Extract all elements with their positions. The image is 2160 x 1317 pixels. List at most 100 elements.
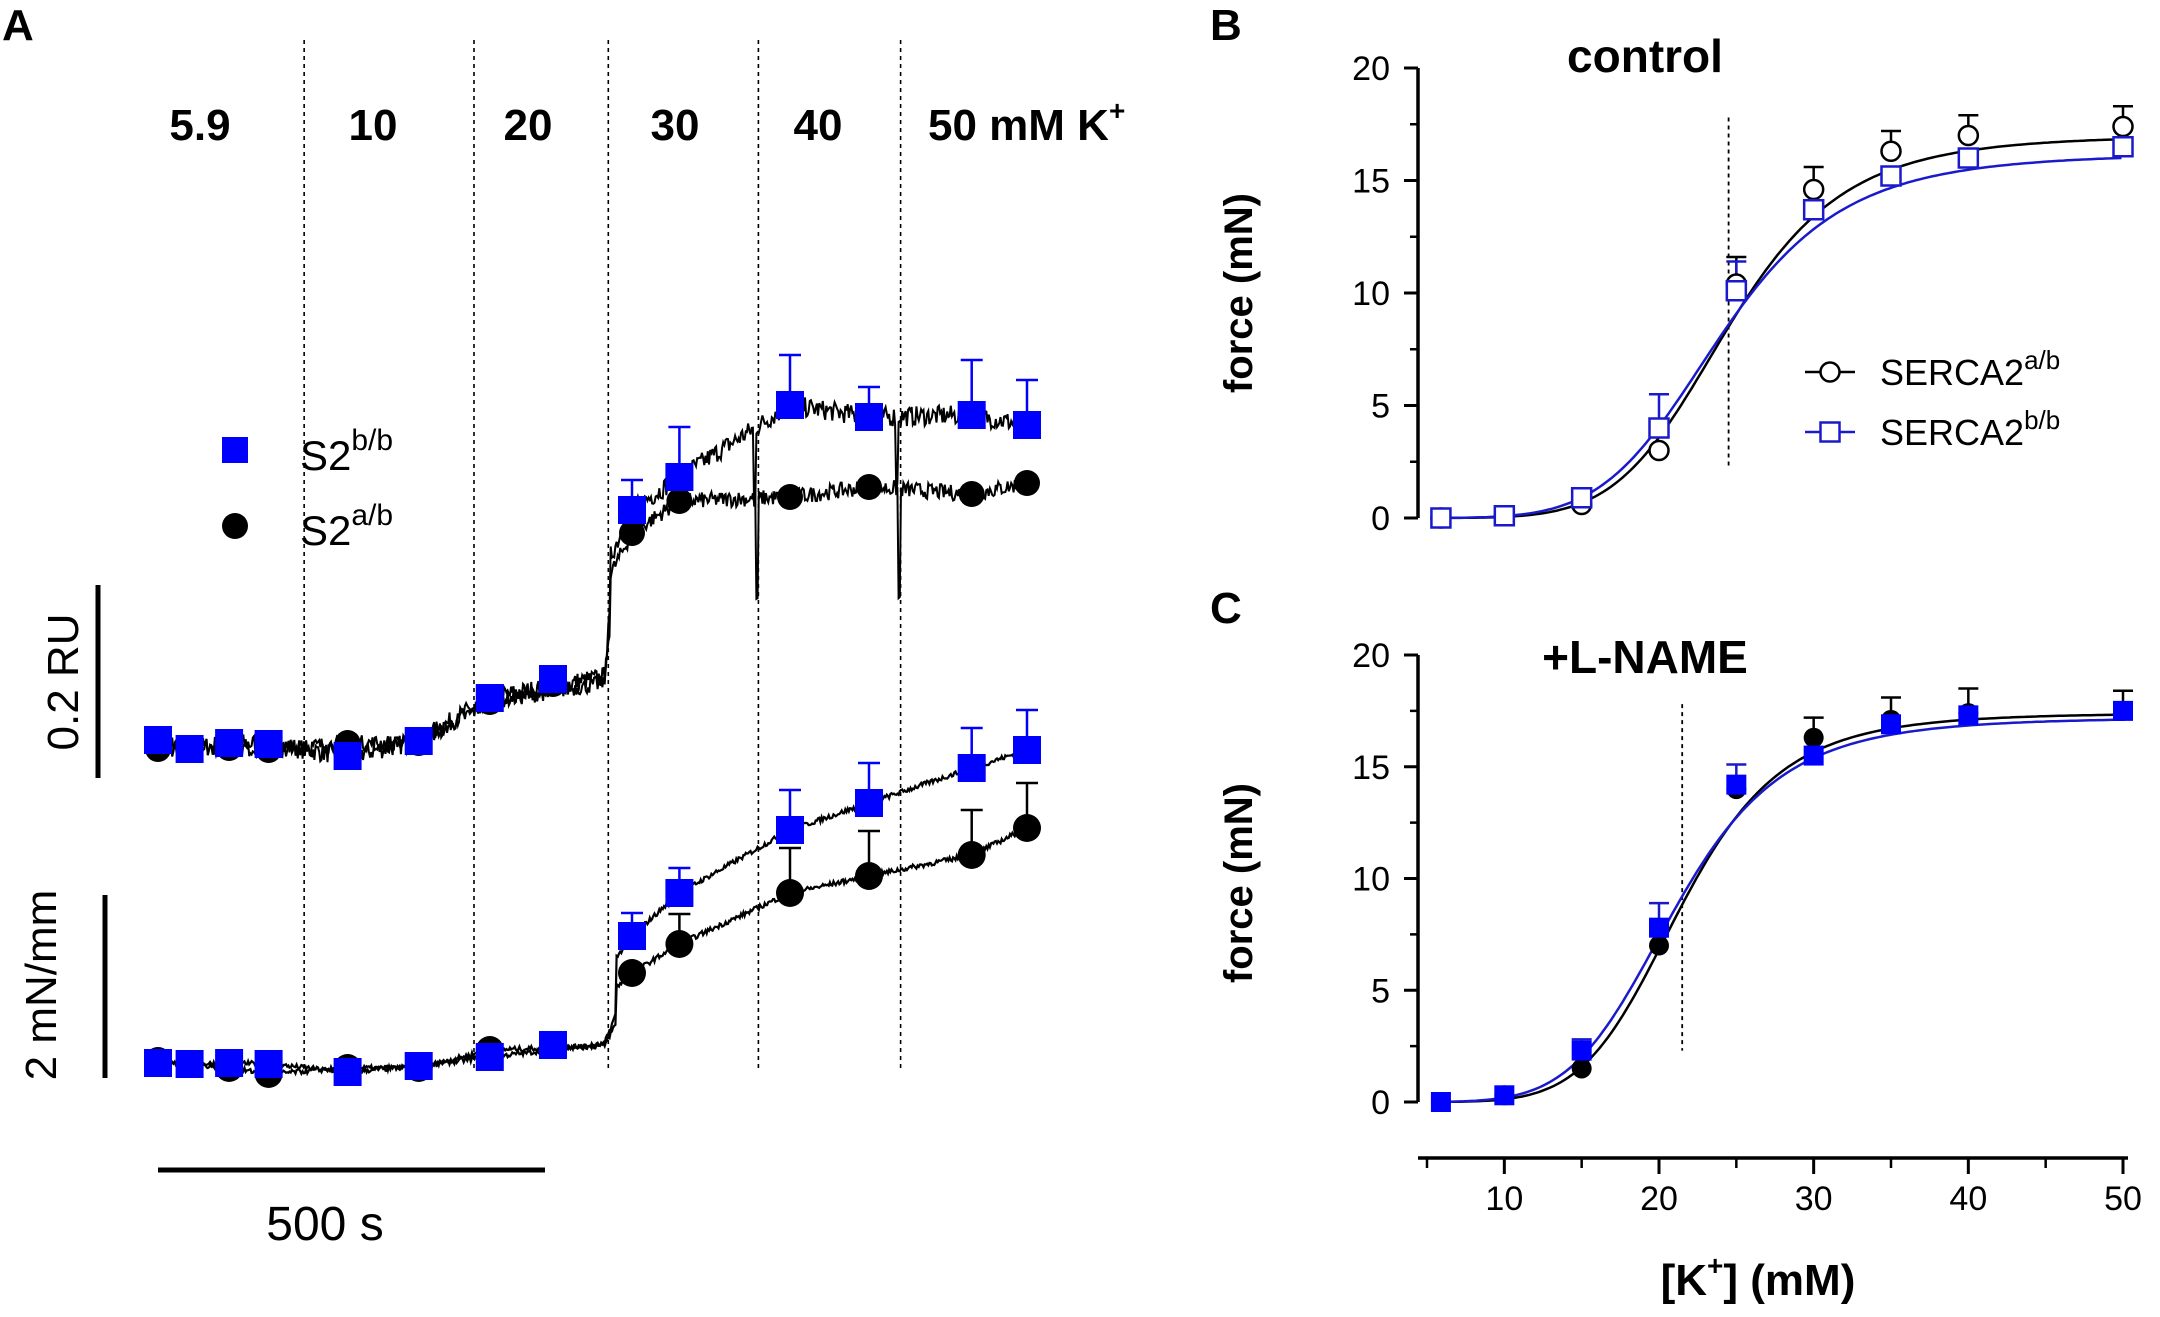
data-point-circle: [618, 959, 646, 987]
y-tick-label: 15: [1352, 163, 1390, 201]
segment-label: 5.9: [169, 101, 230, 150]
data-point-circle: [1013, 814, 1041, 842]
traces: [157, 395, 1028, 1079]
segment-label: 40: [794, 101, 843, 150]
data-point-square: [1803, 745, 1824, 766]
panel-c: +L-NAME 0 5 10 15 20 10 20 30 40 50 force (mN) [K…: [1217, 631, 2142, 1305]
data-point-circle: [855, 862, 883, 890]
data-point-square: [2113, 700, 2133, 721]
legend-circle-marker: [222, 513, 248, 539]
data-point-square: [254, 730, 283, 758]
y-tick-label: 10: [1352, 861, 1390, 899]
data-point-circle: [958, 481, 985, 507]
data-point-circle: [856, 474, 882, 500]
axes-b: 0 5 10 15 20: [1352, 50, 1420, 538]
data-point-open-square: [1430, 507, 1452, 529]
y-tick-label: 5: [1371, 388, 1390, 426]
data-point-open-square: [1880, 165, 1902, 187]
data-point-open-circle: [1802, 178, 1825, 201]
data-point-square: [1430, 1092, 1451, 1112]
y-tick-label: 15: [1352, 749, 1390, 787]
legend-a: S2b/b S2a/b: [222, 424, 393, 554]
data-point-circle: [665, 930, 694, 958]
data-point-circle: [777, 484, 803, 510]
x-tick-label: 10: [1485, 1180, 1523, 1218]
plot-c: [1430, 687, 2133, 1112]
data-point-circle: [666, 488, 693, 514]
data-point-circle: [619, 520, 645, 546]
data-point-square: [1958, 705, 1979, 726]
data-point-square: [215, 729, 244, 757]
x-tick-label: 50: [2104, 1180, 2142, 1218]
data-point-square: [1013, 411, 1041, 439]
data-point-square: [254, 1050, 283, 1078]
data-point-square: [404, 727, 433, 755]
data-point-square: [776, 391, 804, 419]
legend-label-serca-ab: SERCA2a/b: [1880, 345, 2060, 393]
segment-label-last: 50 mM K+: [928, 95, 1125, 150]
chart-title-b: control: [1567, 30, 1723, 82]
legend-b: SERCA2a/b SERCA2b/b: [1805, 345, 2060, 453]
fit-curve: [1440, 718, 2122, 1104]
y-tick-label: 0: [1371, 500, 1390, 538]
panel-a: 5.9 10 20 30 40 50 mM K+ S2b/b S2a/b 0.2…: [17, 40, 1125, 1251]
legend-square-marker: [222, 437, 248, 463]
panel-letter-c: C: [1210, 584, 1242, 633]
data-point-square: [855, 789, 883, 817]
data-point-square: [333, 742, 362, 770]
x-axis-label-c: [K+] (mM): [1661, 1250, 1856, 1305]
data-point-square: [539, 1031, 567, 1059]
segment-label: 10: [349, 101, 398, 150]
axes-c: 0 5 10 15 20 10 20 30 40 50: [1352, 637, 2142, 1218]
data-point-square: [855, 403, 883, 431]
legend-label-serca-bb: SERCA2b/b: [1880, 405, 2060, 453]
data-point-square: [144, 1049, 172, 1077]
data-point-square: [618, 922, 646, 950]
data-point-square: [144, 726, 172, 754]
data-point-square: [404, 1052, 433, 1080]
y-tick-label: 20: [1352, 50, 1390, 88]
data-point-open-square: [1725, 280, 1748, 302]
data-point-open-square: [2112, 136, 2134, 158]
y-tick-label: 10: [1352, 275, 1390, 313]
data-point-square: [1726, 774, 1747, 795]
segment-label: 30: [651, 101, 700, 150]
concentration-labels: 5.9 10 20 30 40 50 mM K+: [169, 95, 1125, 150]
data-point-open-circle: [2112, 115, 2134, 138]
y-tick-label: 0: [1371, 1084, 1390, 1122]
data-point-square: [665, 879, 694, 907]
legend-open-square: [1819, 421, 1841, 443]
segment-label: 20: [504, 101, 553, 150]
force-trace-bb: [157, 745, 1028, 1076]
x-tick-label: 30: [1795, 1180, 1833, 1218]
x-tick-label: 20: [1640, 1180, 1678, 1218]
data-point-open-square: [1957, 147, 1980, 169]
data-point-square: [215, 1049, 244, 1077]
segment-dividers: [303, 40, 902, 1070]
x-tick-label: 40: [1949, 1180, 1987, 1218]
data-point-square: [475, 1043, 504, 1071]
data-point-open-circle: [1957, 124, 1980, 147]
data-point-square: [1013, 736, 1041, 764]
y-axis-label-c: force (mN): [1217, 783, 1261, 983]
data-point-circle: [1014, 470, 1040, 496]
data-point-open-square: [1570, 487, 1593, 509]
data-point-square: [475, 684, 504, 712]
panel-letter-b: B: [1210, 1, 1242, 50]
data-point-square: [1649, 917, 1669, 938]
fit-curve: [1440, 137, 2122, 520]
data-point-circle: [1571, 1058, 1592, 1079]
data-point-square: [1494, 1085, 1515, 1106]
data-point-circle: [957, 841, 986, 869]
data-point-square: [957, 754, 986, 782]
data-point-open-square: [1648, 417, 1670, 439]
ratio-trace-bb: [157, 395, 1028, 764]
data-point-square: [665, 463, 694, 491]
legend-label-ab: S2a/b: [300, 499, 393, 554]
data-point-circle: [1649, 935, 1669, 956]
data-point-square: [618, 496, 646, 524]
scale-label-ru: 0.2 RU: [39, 614, 88, 751]
legend-label-bb: S2b/b: [300, 424, 393, 479]
data-point-square: [1881, 714, 1901, 735]
